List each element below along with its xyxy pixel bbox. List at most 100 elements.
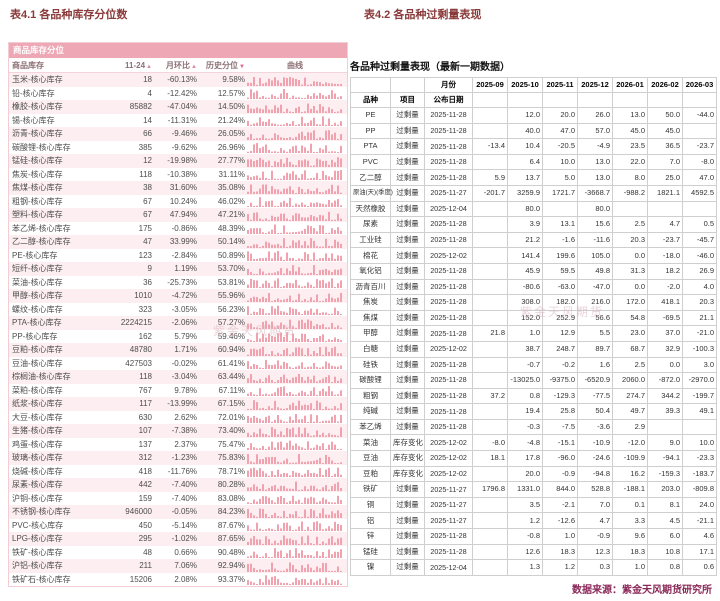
history-percentile: 84.23% [217,507,245,517]
inventory-sparkline [247,535,342,545]
inventory-sparkline [247,453,342,464]
commodity-name: 铅-核心库存 [12,88,55,98]
commodity-name: 锡-核心库存 [12,115,55,125]
surplus-value: 7.0 [577,496,613,514]
inventory-value: 767 [138,385,152,395]
history-percentile: 87.67% [217,520,245,530]
publish-date: 2025-11-28 [424,543,473,561]
commodity-name: 铁矿石-核心库存 [12,574,71,584]
variety-name: 焦煤 [350,309,391,327]
surplus-table-title: 各品种过剩量表现（最新一期数据） [350,62,510,73]
commodity-name: 锰硅-核心库存 [12,156,63,166]
inventory-sparkline [247,346,342,356]
sparkline-cell [245,398,345,410]
history-percentile: 14.50% [217,102,245,112]
inventory-sparkline [247,264,342,275]
surplus-value: 49.7 [612,403,648,420]
variety-name: 天然橡胶 [350,200,391,218]
sparkline-cell [245,182,345,194]
surplus-value: -159.3 [647,465,683,483]
history-percentile: 35.08% [217,183,245,193]
publish-date: 2025-11-28 [424,169,473,186]
inventory-row: 豆粕-核心库存 48780 1.71% 60.94% [9,343,347,357]
inventory-row: 纸浆-核心库存 117 -13.99% 67.15% [9,397,347,411]
item-type: 过剩量 [390,356,425,374]
sparkline-cell [245,330,345,343]
commodity-name: 粗钢-核心库存 [12,196,63,206]
inventory-sparkline [247,103,342,113]
empty-header-cell [577,92,613,108]
surplus-value: 308.0 [507,294,543,311]
column-header-date-value[interactable]: 11-24▲ [102,61,152,70]
sparkline-cell [245,209,345,221]
left-table-body: 玉米-核心库存 18 -60.13% 9.58% 铅-核心库存 4 -12.42% 12.57… [9,73,347,586]
inventory-row: 大豆-核心库存 630 2.62% 72.01% [9,411,347,425]
surplus-value: 13.0 [577,153,613,171]
surplus-value [472,294,508,311]
publish-date: 2025-11-28 [424,387,473,405]
publish-date: 2025-11-28 [424,216,473,233]
surplus-value: -809.8 [682,481,717,498]
inventory-sparkline [247,414,342,424]
sparkline-cell [245,87,345,100]
inventory-value: 162 [138,331,152,341]
mom-change: -1.02% [171,534,197,544]
inventory-row: 铁矿-核心库存 48 0.66% 90.48% [9,546,347,560]
commodity-name: 螺纹-核心库存 [12,304,63,314]
header2-row: 品种 项目 公布日期 [350,92,717,108]
surplus-value: 12.9 [542,325,578,342]
surplus-value: 9.0 [647,434,683,452]
history-percentile: 73.40% [217,426,245,436]
inventory-value: 85882 [129,102,152,112]
surplus-value [472,122,508,140]
surplus-value: 0.6 [682,559,717,576]
mom-change: -3.04% [171,372,197,382]
surplus-value: -100.3 [682,340,717,358]
mom-change: -0.86% [171,223,197,233]
surplus-value: 274.7 [612,387,648,405]
surplus-value [682,122,717,140]
surplus-value: -2.1 [542,496,578,514]
surplus-value: -4.9 [577,138,613,155]
publish-date: 2025-11-28 [424,262,473,280]
surplus-value: 0.0 [612,278,648,296]
mom-change: -7.40% [171,493,197,503]
surplus-value: 21.1 [682,309,717,327]
commodity-name: 铁矿-核心库存 [12,547,63,557]
sparkline-cell [245,438,345,451]
empty-header-cell [542,92,578,108]
surplus-value: -0.2 [542,356,578,374]
surplus-value: -129.3 [542,387,578,405]
surplus-value: 1331.0 [507,481,543,498]
month-header: 2026-03 [682,77,717,93]
sparkline-cell [245,384,345,397]
mom-change: -13.99% [167,399,197,409]
surplus-value: 418.1 [647,294,683,311]
publish-date: 2025-11-27 [424,496,473,514]
surplus-value: 203.0 [647,481,683,498]
surplus-value: 23.0 [612,325,648,342]
inventory-sparkline [247,197,342,208]
surplus-row: 焦煤 过剩量 2025-11-28 152.0 252.9 56.6 54.8 -69.5 21… [350,309,717,327]
history-percentile: 53.70% [217,264,245,274]
surplus-value: 19.4 [507,403,543,420]
surplus-value: 12.0 [507,107,543,124]
surplus-value: 5.5 [577,325,613,342]
inventory-value: 123 [138,250,152,260]
history-percentile: 12.57% [217,88,245,98]
inventory-row: PTA-核心库存 2224215 -2.06% 57.27% [9,316,347,330]
inventory-row: 生猪-核心库存 107 -7.38% 73.40% [9,424,347,438]
surplus-value: 1.0 [507,325,543,342]
item-type: 过剩量 [390,122,425,140]
history-percentile: 75.83% [217,453,245,463]
inventory-value: 67 [143,196,152,206]
inventory-value: 418 [138,466,152,476]
surplus-value: -1.6 [542,231,578,249]
publish-date: 2025-12-02 [424,465,473,483]
item-type: 过剩量 [390,387,425,405]
column-header-commodity[interactable]: 商品库存 [9,60,102,71]
inventory-row: 不锈钢-核心库存 946000 -0.05% 84.23% [9,505,347,519]
commodity-name: 鸡蛋-核心库存 [12,439,63,449]
column-header-mom[interactable]: 月环比▲ [152,60,197,71]
column-header-percentile[interactable]: 历史分位▼ [197,60,245,71]
